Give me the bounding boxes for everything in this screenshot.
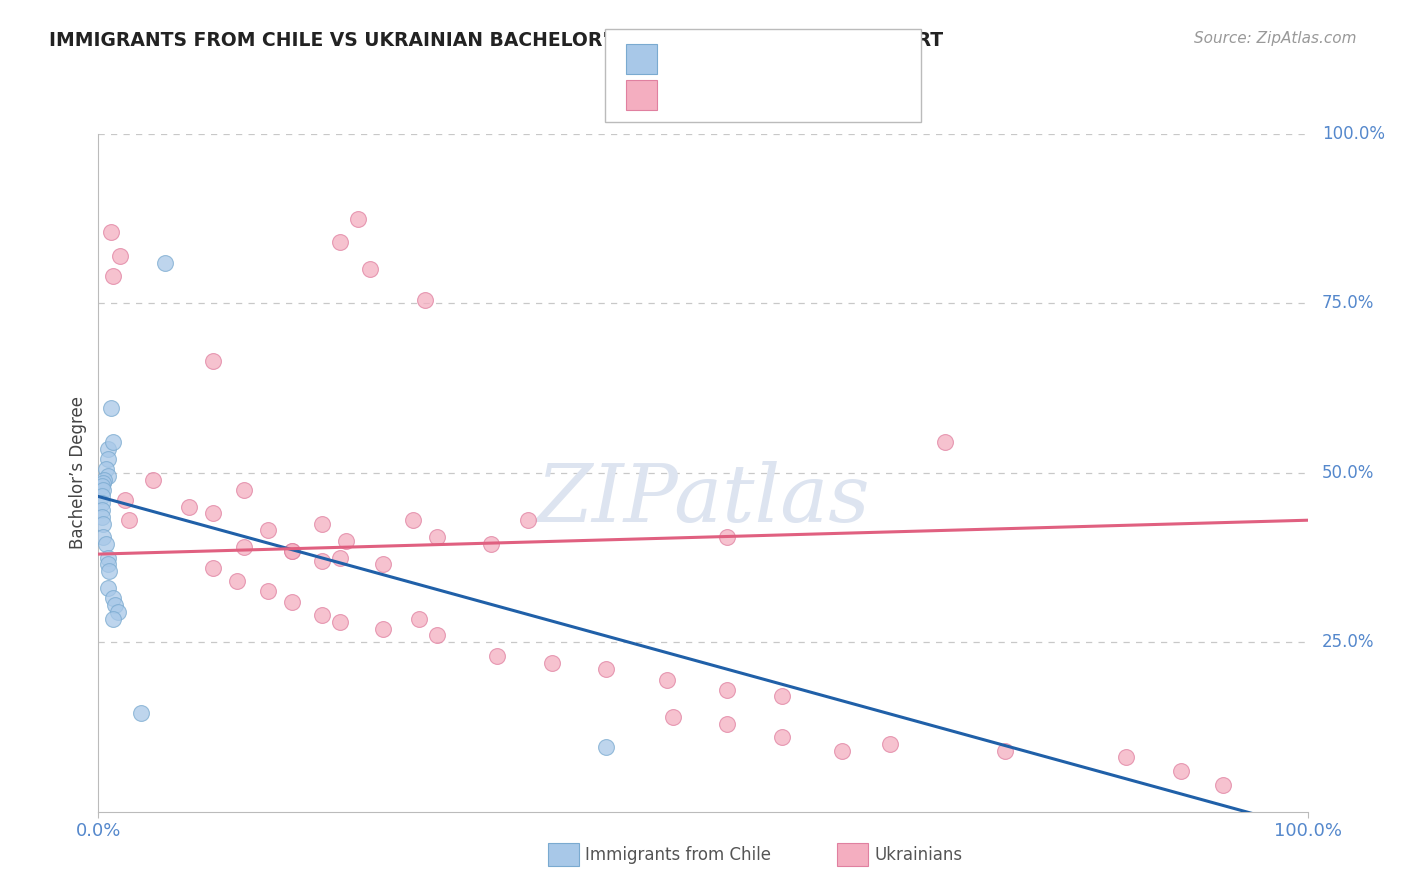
- Point: [100, 225, 122, 239]
- Point: [91, 475, 114, 490]
- Point: [770, 690, 793, 704]
- Point: [91, 490, 114, 504]
- Point: [426, 628, 449, 642]
- Point: [402, 513, 425, 527]
- Text: Ukrainians: Ukrainians: [875, 846, 963, 863]
- Point: [91, 479, 114, 493]
- Point: [716, 530, 738, 544]
- Point: [153, 255, 176, 269]
- Text: 28: 28: [815, 49, 839, 68]
- Point: [256, 584, 278, 599]
- Point: [100, 401, 122, 416]
- Point: [142, 473, 165, 487]
- Point: [413, 293, 436, 307]
- Point: [426, 530, 449, 544]
- Point: [256, 524, 278, 538]
- Point: [91, 496, 114, 510]
- Point: [281, 543, 304, 558]
- Point: [91, 516, 114, 531]
- Point: [97, 558, 120, 572]
- Text: R =: R =: [668, 49, 706, 68]
- Point: [97, 550, 120, 565]
- Y-axis label: Bachelor’s Degree: Bachelor’s Degree: [69, 396, 87, 549]
- Text: 50.0%: 50.0%: [1322, 464, 1374, 482]
- Point: [831, 744, 853, 758]
- Point: [329, 235, 352, 250]
- Point: [93, 473, 115, 487]
- Text: 0.015: 0.015: [707, 85, 762, 103]
- Point: [94, 462, 117, 476]
- Point: [329, 615, 352, 629]
- Point: [481, 537, 503, 551]
- Point: [202, 507, 225, 521]
- Point: [311, 516, 333, 531]
- Text: N =: N =: [778, 49, 817, 68]
- Point: [98, 564, 121, 578]
- Point: [371, 622, 394, 636]
- Point: [114, 492, 136, 507]
- Point: [595, 662, 617, 676]
- Point: [97, 469, 120, 483]
- Text: IMMIGRANTS FROM CHILE VS UKRAINIAN BACHELOR'S DEGREE CORRELATION CHART: IMMIGRANTS FROM CHILE VS UKRAINIAN BACHE…: [49, 31, 943, 50]
- Point: [91, 530, 114, 544]
- Point: [540, 656, 562, 670]
- Text: N =: N =: [778, 85, 817, 103]
- Text: 25.0%: 25.0%: [1322, 633, 1374, 651]
- Point: [408, 611, 430, 625]
- Point: [118, 513, 141, 527]
- Point: [661, 710, 683, 724]
- Point: [226, 574, 249, 589]
- Point: [371, 558, 394, 572]
- Point: [934, 435, 956, 450]
- Point: [101, 611, 124, 625]
- Point: [360, 262, 382, 277]
- Point: [97, 452, 120, 467]
- Point: [329, 550, 352, 565]
- Text: 100.0%: 100.0%: [1322, 125, 1385, 143]
- Point: [91, 483, 114, 497]
- Point: [91, 503, 114, 517]
- Point: [1170, 764, 1192, 778]
- Point: [281, 543, 304, 558]
- Point: [994, 744, 1017, 758]
- Point: [129, 706, 152, 721]
- Point: [177, 500, 201, 514]
- Point: [335, 533, 357, 548]
- Point: [232, 483, 254, 497]
- Point: [202, 354, 225, 368]
- Point: [94, 537, 117, 551]
- Point: [101, 269, 124, 284]
- Text: Immigrants from Chile: Immigrants from Chile: [585, 846, 770, 863]
- Point: [655, 673, 678, 687]
- Text: 53: 53: [815, 85, 839, 103]
- Point: [108, 249, 131, 263]
- Point: [91, 509, 114, 524]
- Text: R =: R =: [668, 85, 706, 103]
- Point: [595, 740, 617, 755]
- Text: ZIPatlas: ZIPatlas: [536, 461, 870, 539]
- Point: [101, 591, 124, 606]
- Point: [770, 730, 793, 744]
- Point: [101, 435, 124, 450]
- Point: [97, 581, 120, 595]
- Point: [311, 554, 333, 568]
- Point: [281, 594, 304, 608]
- Point: [232, 541, 254, 555]
- Point: [97, 442, 120, 456]
- Point: [104, 598, 127, 612]
- Point: [107, 605, 129, 619]
- Point: [311, 608, 333, 623]
- Point: [879, 737, 901, 751]
- Point: [1212, 778, 1234, 792]
- Point: [716, 716, 738, 731]
- Point: [347, 211, 370, 226]
- Point: [202, 560, 225, 574]
- Point: [516, 513, 538, 527]
- Point: [1115, 750, 1137, 764]
- Text: -0.578: -0.578: [707, 49, 769, 68]
- Text: 75.0%: 75.0%: [1322, 294, 1374, 312]
- Text: Source: ZipAtlas.com: Source: ZipAtlas.com: [1194, 31, 1357, 46]
- Point: [716, 682, 738, 697]
- Point: [486, 648, 509, 663]
